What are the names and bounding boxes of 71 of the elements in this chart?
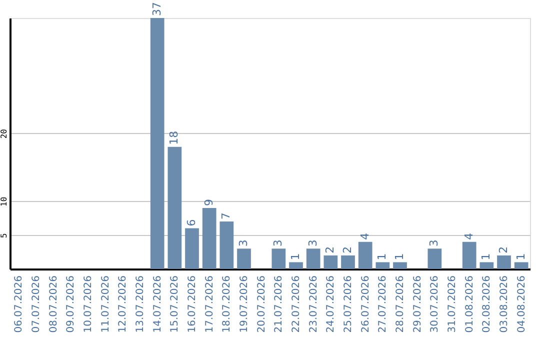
data-label: 9	[202, 198, 216, 206]
bar	[272, 248, 286, 269]
x-tick-label: 22.07.2026	[291, 276, 302, 333]
x-tick-label: 25.07.2026	[343, 276, 354, 333]
bar	[428, 248, 442, 269]
bar	[168, 146, 182, 269]
bar	[306, 248, 320, 269]
data-label: 2	[497, 246, 510, 254]
x-tick-label: 30.07.2026	[430, 276, 441, 333]
x-tick-label: 10.07.2026	[83, 276, 94, 333]
data-label: 2	[324, 246, 337, 254]
bar	[220, 222, 234, 269]
x-tick-label: 15.07.2026	[170, 276, 181, 333]
x-tick-label: 12.07.2026	[118, 276, 129, 333]
data-label: 37	[150, 2, 164, 16]
x-tick-label: 02.08.2026	[482, 276, 493, 333]
x-tick-label: 21.07.2026	[274, 276, 285, 333]
x-tick-label: 09.07.2026	[66, 276, 77, 333]
y-tick-label: 5	[0, 232, 8, 238]
bar	[185, 228, 199, 269]
y-tick-label: 10	[0, 196, 8, 206]
x-tick-label: 13.07.2026	[135, 276, 146, 333]
bar	[393, 262, 407, 269]
bar	[376, 262, 390, 269]
data-label: 4	[462, 232, 476, 240]
x-tick-label: 07.07.2026	[31, 276, 42, 333]
x-tick-label: 24.07.2026	[326, 276, 337, 333]
bar	[480, 262, 494, 269]
bar	[237, 248, 251, 269]
data-label: 18	[168, 130, 181, 145]
data-label: 6	[185, 219, 198, 226]
x-tick-label: 19.07.2026	[239, 276, 250, 333]
bar	[289, 262, 303, 269]
x-tick-label: 28.07.2026	[395, 276, 406, 333]
bar	[324, 255, 338, 269]
x-tick-label: 20.07.2026	[256, 276, 268, 333]
data-label: 3	[237, 240, 250, 247]
bar	[514, 262, 528, 269]
bar	[497, 255, 511, 269]
x-tick-label: 29.07.2026	[412, 276, 424, 333]
bar	[202, 208, 216, 269]
data-label: 3	[272, 240, 285, 247]
bar	[341, 255, 355, 269]
x-tick-label: 01.08.2026	[464, 276, 476, 333]
data-label: 1	[376, 253, 389, 260]
data-label: 3	[428, 240, 441, 247]
x-tick-label: 31.07.2026	[447, 276, 458, 333]
bar	[150, 18, 164, 269]
data-label: 4	[358, 232, 372, 240]
data-label: 1	[480, 253, 493, 260]
x-tick-label: 26.07.2026	[360, 276, 372, 333]
x-tick-label: 08.07.2026	[48, 276, 60, 333]
bar	[462, 242, 476, 269]
data-label: 3	[306, 240, 320, 247]
x-tick-label: 04.08.2026	[516, 276, 528, 333]
y-tick-label: 20	[0, 128, 8, 139]
data-label: 2	[341, 246, 354, 254]
bar	[358, 242, 372, 269]
x-tick-label: 11.07.2026	[100, 276, 112, 333]
x-tick-label: 23.07.2026	[308, 276, 320, 333]
data-label: 1	[393, 253, 406, 260]
x-tick-label: 18.07.2026	[222, 276, 233, 333]
x-tick-label: 14.07.2026	[152, 276, 164, 333]
data-label: 7	[220, 212, 233, 220]
data-label: 1	[289, 253, 302, 260]
x-tick-label: 03.08.2026	[499, 276, 510, 333]
x-tick-label: 17.07.2026	[204, 276, 216, 333]
data-label: 1	[514, 253, 528, 260]
x-tick-label: 27.07.2026	[378, 276, 389, 333]
x-tick-label: 16.07.2026	[187, 276, 198, 333]
x-tick-label: 06.07.2026	[14, 276, 25, 333]
